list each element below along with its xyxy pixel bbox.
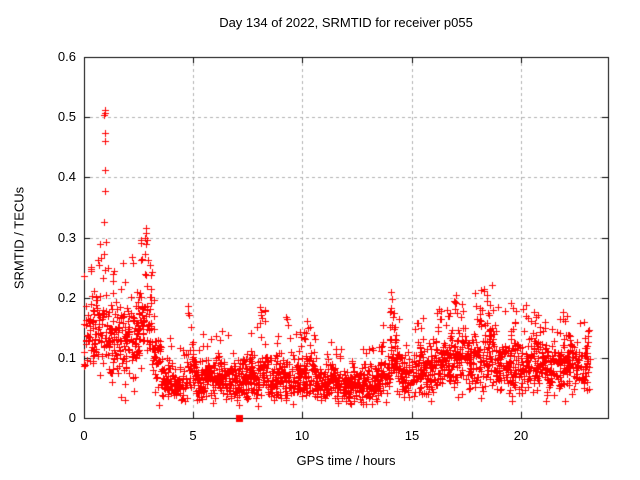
y-tick-label-0.1: 0.1 [57,350,76,365]
x-tick-label-0: 0 [80,428,88,443]
x-axis-title: GPS time / hours [296,453,396,468]
y-tick-label-0.6: 0.6 [57,49,76,64]
chart-title: Day 134 of 2022, SRMTID for receiver p05… [219,15,473,30]
y-tick-label-0.5: 0.5 [57,109,76,124]
y-tick-label-0: 0 [68,410,76,425]
x-tick-label-10: 10 [294,428,310,443]
x-tick-label-5: 5 [189,428,197,443]
x-tick-label-15: 15 [404,428,420,443]
y-tick-label-0.3: 0.3 [57,230,76,245]
y-tick-label-0.4: 0.4 [57,169,76,184]
x-tick-label-20: 20 [513,428,529,443]
y-tick-label-0.2: 0.2 [57,290,76,305]
